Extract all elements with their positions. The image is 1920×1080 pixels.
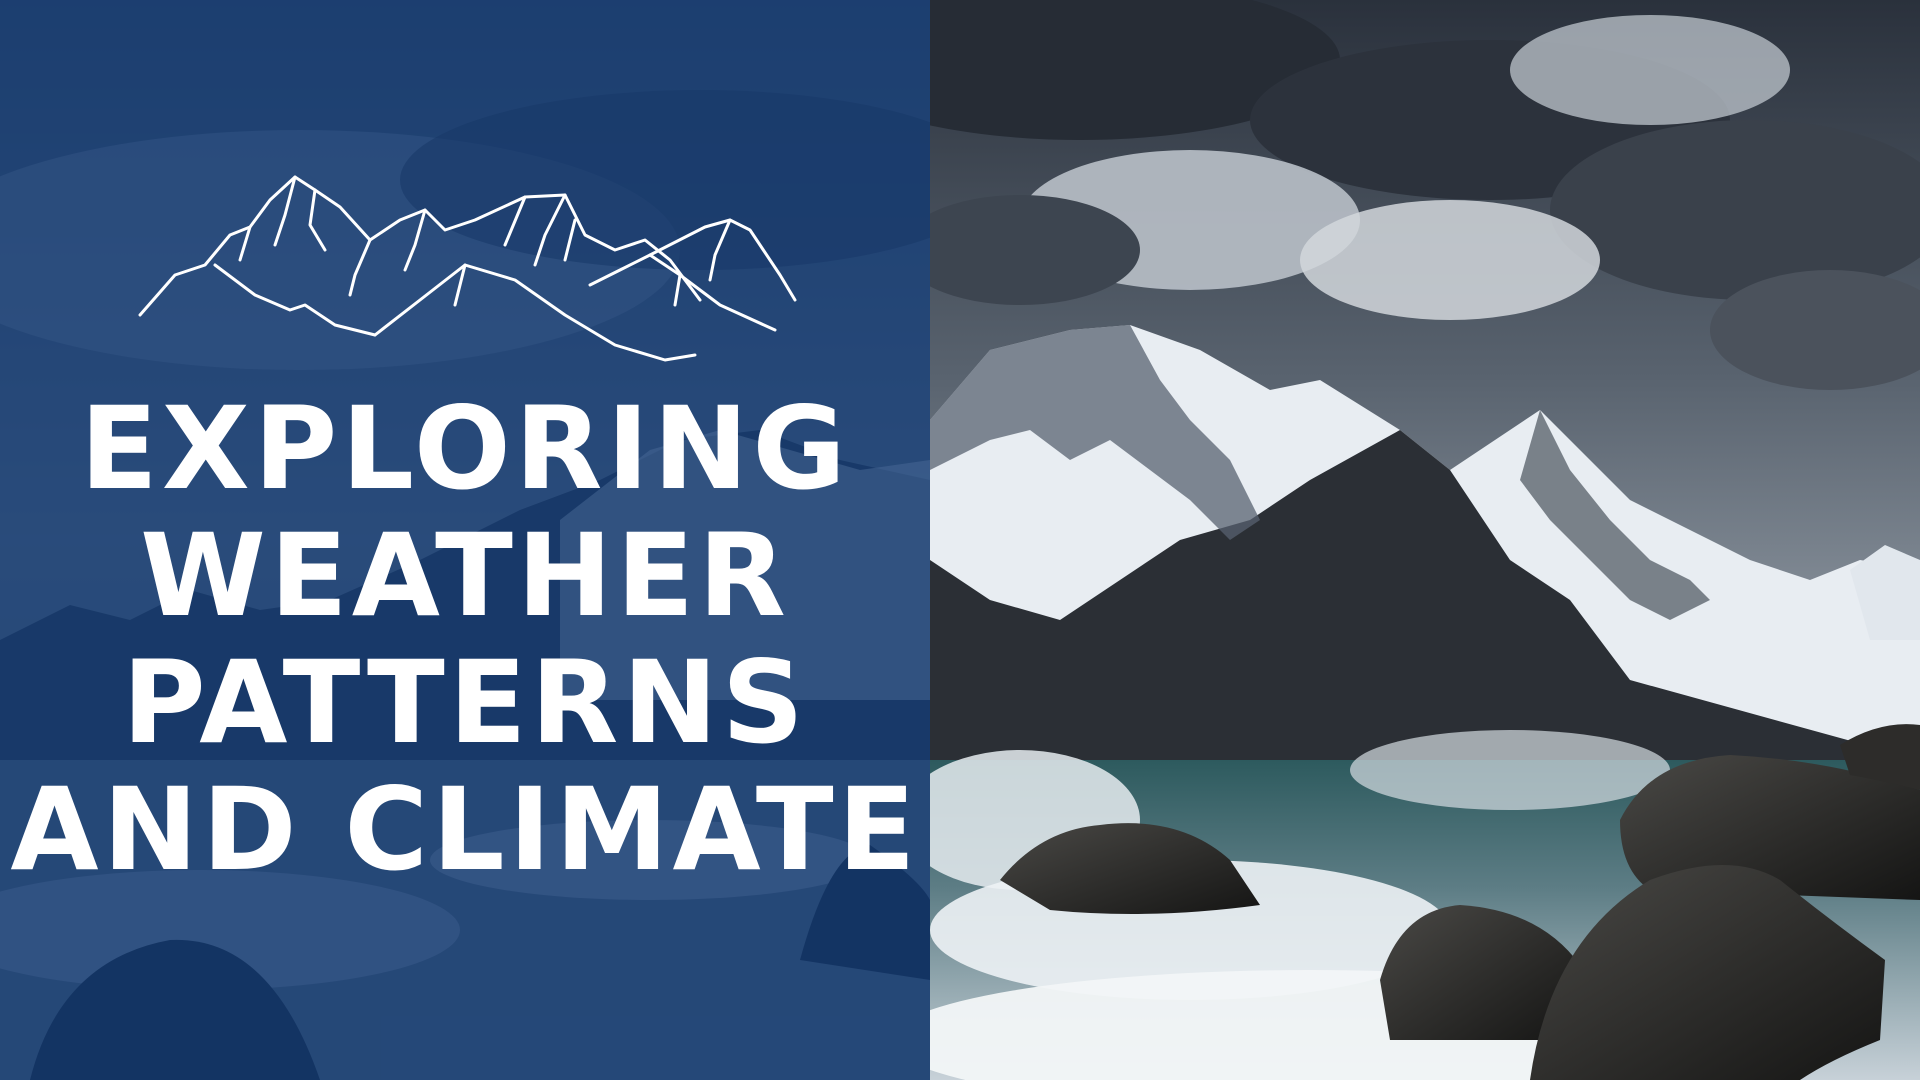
title-panel: EXPLORING WEATHER PATTERNS AND CLIMATE: [0, 0, 930, 1080]
headline-line-4: AND CLIMATE: [10, 763, 920, 896]
headline-line-2: WEATHER: [140, 509, 790, 642]
headline-line-3: PATTERNS: [122, 636, 808, 769]
headline: EXPLORING WEATHER PATTERNS AND CLIMATE: [0, 385, 930, 893]
stormy-coast-photo: [930, 0, 1920, 1080]
headline-line-1: EXPLORING: [80, 382, 850, 515]
mountain-range-sketch-icon: [138, 175, 797, 362]
blue-overlay: [0, 0, 930, 1080]
